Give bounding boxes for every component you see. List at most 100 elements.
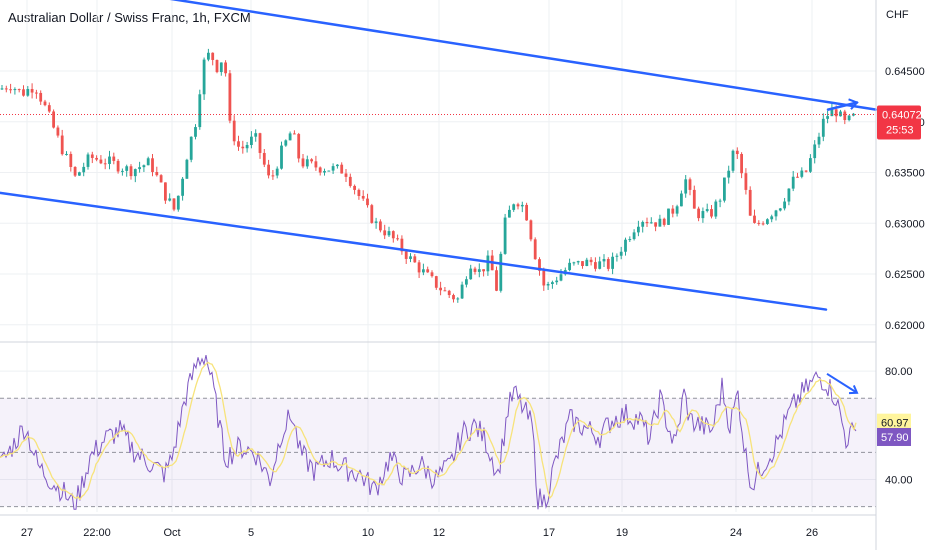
candle-body <box>778 208 782 211</box>
candle-body <box>262 152 266 165</box>
candle-body <box>189 136 193 160</box>
time-tick-label: 22:00 <box>83 527 111 539</box>
candle-body <box>125 166 129 171</box>
candle-body <box>314 161 318 168</box>
candle-body <box>460 284 464 299</box>
trendlines[interactable] <box>0 0 878 311</box>
time-tick-label: 26 <box>806 527 818 539</box>
candle-body <box>35 92 38 94</box>
candle-body <box>138 167 141 170</box>
candle-body <box>628 239 632 241</box>
candle-body <box>839 111 842 117</box>
channel-upper-trendline[interactable] <box>113 0 878 111</box>
candle-body <box>714 201 718 217</box>
candle-body <box>305 159 309 167</box>
candle-body <box>649 222 653 224</box>
candle-body <box>82 166 86 173</box>
candle-body <box>404 251 408 259</box>
candle-body <box>589 259 593 263</box>
candle-body <box>503 217 507 254</box>
candle-body <box>555 280 559 283</box>
candle-body <box>740 154 743 174</box>
candle-body <box>9 89 12 91</box>
candle-body <box>529 220 533 240</box>
candle-body <box>847 115 851 121</box>
candle-body <box>516 204 520 207</box>
candle-body <box>662 218 666 225</box>
candle-body <box>766 219 769 224</box>
candle-body <box>219 62 223 73</box>
candle-body <box>817 136 821 145</box>
candle-body <box>624 239 627 252</box>
rsi-divergence-line[interactable] <box>826 372 858 394</box>
candle-body <box>237 141 240 147</box>
channel-lower-trendline[interactable] <box>0 191 828 311</box>
candle-body <box>452 295 455 300</box>
candle-body <box>688 179 692 190</box>
candle-body <box>692 189 696 209</box>
candle-body <box>783 201 786 209</box>
candle-body <box>735 150 739 155</box>
candle-body <box>671 208 675 214</box>
candle-body <box>508 209 511 218</box>
candle-body <box>185 159 189 179</box>
candle-body <box>176 195 180 210</box>
candle-body <box>542 270 546 286</box>
time-tick-label: 24 <box>730 527 742 539</box>
candle-body <box>701 211 705 219</box>
candle-body <box>340 164 344 174</box>
rsi-divergence-arrow-head[interactable] <box>848 385 859 395</box>
candle-body <box>142 165 146 168</box>
candle-body <box>770 216 774 220</box>
candle-body <box>374 221 378 223</box>
candle-body <box>361 195 365 199</box>
candle-body <box>443 290 447 292</box>
candle-body <box>512 204 516 210</box>
candle-body <box>675 206 679 214</box>
candle-body <box>465 279 468 285</box>
candle-body <box>658 218 662 227</box>
candle-body <box>336 164 339 167</box>
candle-body <box>228 73 232 121</box>
candle-body <box>387 231 391 236</box>
candle-body <box>486 255 490 272</box>
candle-body <box>202 59 206 95</box>
candle-body <box>667 208 670 225</box>
candle-body <box>198 94 202 128</box>
candle-body <box>684 179 688 194</box>
candle-body <box>602 259 606 262</box>
candle-body <box>495 270 498 291</box>
candle-body <box>13 89 17 91</box>
candle-body <box>723 177 726 201</box>
candle-body <box>787 188 791 202</box>
rsi-lines <box>0 354 859 510</box>
candle-body <box>112 156 116 161</box>
candle-body <box>813 144 817 159</box>
candle-body <box>164 182 167 201</box>
breakout-arrow-head[interactable] <box>848 98 859 110</box>
candle-body <box>809 158 812 172</box>
candle-body <box>800 170 804 177</box>
candle-body <box>26 89 30 96</box>
rsi-tick-label: 80.00 <box>885 366 913 378</box>
candle-body <box>473 268 477 272</box>
time-tick-label: 10 <box>362 527 374 539</box>
time-tick-label: 17 <box>543 527 555 539</box>
candle-body <box>245 144 249 149</box>
candle-body <box>103 163 107 165</box>
candle-body <box>637 226 640 233</box>
candle-body <box>60 135 64 155</box>
candle-body <box>370 205 374 223</box>
candle-body <box>215 59 219 73</box>
candle-body <box>619 251 623 256</box>
candle-body <box>17 89 21 91</box>
candle-body <box>344 173 348 177</box>
breakout-arrow-line[interactable] <box>826 101 859 111</box>
candle-body <box>804 170 808 172</box>
rsi-ma-line <box>0 361 857 501</box>
last-price-tag <box>877 105 921 140</box>
candle-body <box>391 231 395 239</box>
candle-body <box>499 253 503 291</box>
candle-body <box>293 133 296 135</box>
